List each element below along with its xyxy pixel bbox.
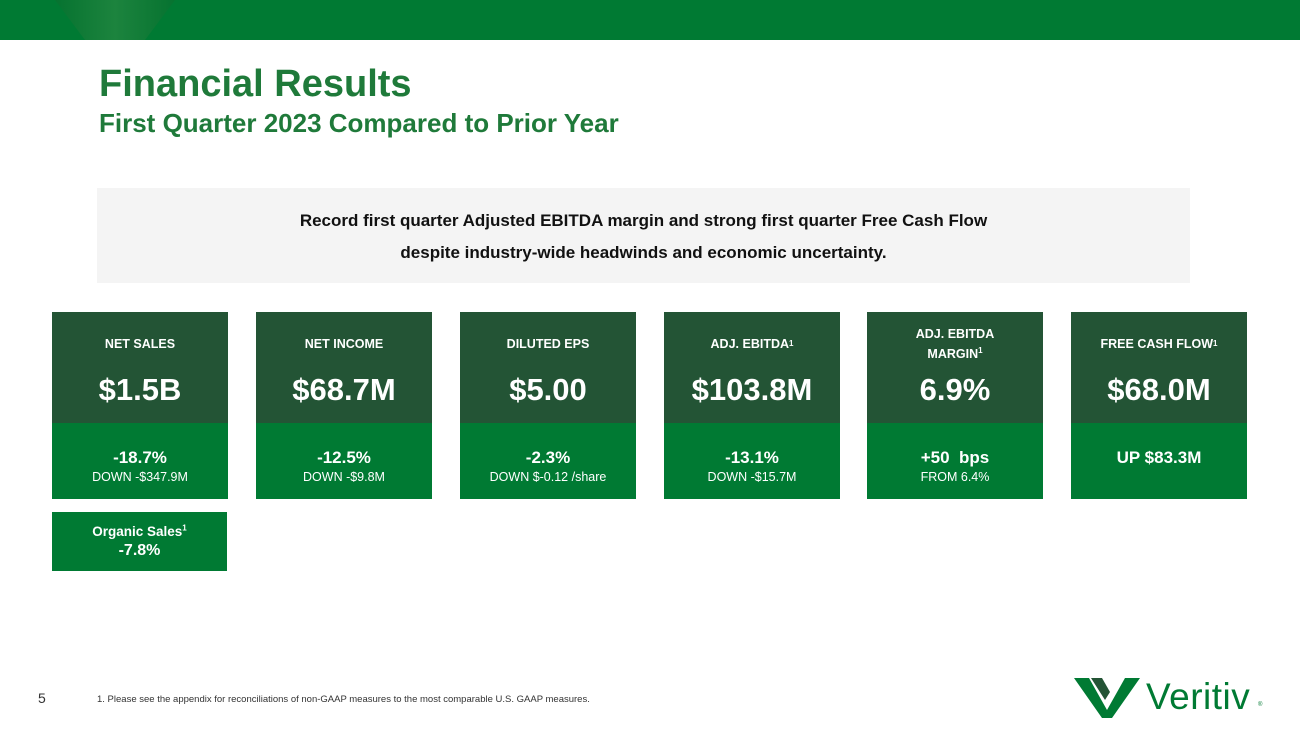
kpi-value: 6.9% xyxy=(919,372,991,407)
kpi-card-net-income: NET INCOME $68.7M -12.5% DOWN -$9.8M xyxy=(256,312,432,499)
organic-sales-value: -7.8% xyxy=(118,542,161,559)
kpi-change-panel: -18.7% DOWN -$347.9M xyxy=(52,423,228,499)
page-title: Financial Results xyxy=(99,63,412,105)
kpi-label: DILUTED EPS xyxy=(460,312,636,376)
kpi-label-line-1: ADJ. EBITDA xyxy=(915,327,995,341)
kpi-label: ADJ. EBITDA 1 xyxy=(664,312,840,376)
kpi-value: $1.5B xyxy=(98,372,182,407)
organic-sales-label: Organic Sales1 xyxy=(52,523,227,541)
kpi-change-panel: -13.1% DOWN -$15.7M xyxy=(664,423,840,499)
banner-accent-shape xyxy=(55,0,175,40)
kpi-value: $103.8M xyxy=(691,372,813,407)
veritiv-chevron-icon xyxy=(1074,678,1140,718)
kpi-card-diluted-eps: DILUTED EPS $5.00 -2.3% DOWN $-0.12 /sha… xyxy=(460,312,636,499)
organic-sales-label-text: Organic Sales xyxy=(92,524,183,539)
kpi-label: FREE CASH FLOW 1 xyxy=(1071,312,1247,376)
footnote-marker: 1 xyxy=(182,523,187,533)
kpi-header: NET INCOME $68.7M xyxy=(256,312,432,423)
kpi-change: UP $83.3M xyxy=(1116,448,1202,467)
kpi-label-line-2: MARGIN xyxy=(927,347,979,361)
kpi-label-text: DILUTED EPS xyxy=(506,337,590,351)
kpi-label-text: ADJ. EBITDA xyxy=(710,337,790,351)
kpi-label-text: NET INCOME xyxy=(304,337,384,351)
kpi-change: -2.3% xyxy=(525,448,571,467)
logo-wordmark: Veritiv xyxy=(1146,676,1251,717)
top-banner xyxy=(0,0,1300,40)
kpi-change: +50 bps xyxy=(920,448,990,467)
kpi-label: NET SALES xyxy=(52,312,228,376)
kpi-card-net-sales: NET SALES $1.5B -18.7% DOWN -$347.9M xyxy=(52,312,228,499)
kpi-label-text: FREE CASH FLOW xyxy=(1100,337,1214,351)
organic-sales-badge: Organic Sales1 -7.8% xyxy=(52,512,227,571)
kpi-header: ADJ. EBITDA MARGIN1 6.9% xyxy=(867,312,1043,423)
kpi-header: NET SALES $1.5B xyxy=(52,312,228,423)
page-subtitle: First Quarter 2023 Compared to Prior Yea… xyxy=(99,108,619,138)
kpi-label-text: ADJ. EBITDA MARGIN1 xyxy=(916,324,994,364)
callout-line-2: despite industry-wide headwinds and econ… xyxy=(400,243,887,262)
kpi-change-panel: +50 bps FROM 6.4% xyxy=(867,423,1043,499)
kpi-detail: DOWN -$9.8M xyxy=(303,470,385,484)
kpi-change: -12.5% xyxy=(317,448,371,467)
footnote-marker: 1 xyxy=(978,345,983,355)
kpi-value: $68.0M xyxy=(1107,372,1211,407)
kpi-header: DILUTED EPS $5.00 xyxy=(460,312,636,423)
kpi-label-text: NET SALES xyxy=(104,337,176,351)
kpi-value: $5.00 xyxy=(509,372,587,407)
kpi-value: $68.7M xyxy=(292,372,396,407)
callout-line-1: Record first quarter Adjusted EBITDA mar… xyxy=(299,211,988,230)
registered-mark: ® xyxy=(1258,702,1263,708)
kpi-change-panel: -12.5% DOWN -$9.8M xyxy=(256,423,432,499)
footnote-text: 1. Please see the appendix for reconcili… xyxy=(97,694,590,705)
kpi-label: ADJ. EBITDA MARGIN1 xyxy=(867,312,1043,376)
kpi-detail: FROM 6.4% xyxy=(920,470,990,484)
kpi-header: FREE CASH FLOW 1 $68.0M xyxy=(1071,312,1247,423)
page-number: 5 xyxy=(38,690,46,706)
kpi-change-panel: UP $83.3M xyxy=(1071,423,1247,499)
kpi-detail: DOWN $-0.12 /share xyxy=(489,470,607,484)
veritiv-logo: Veritiv ® xyxy=(1072,674,1272,720)
kpi-detail: DOWN -$15.7M xyxy=(707,470,797,484)
kpi-change: -13.1% xyxy=(725,448,779,467)
kpi-card-adj-ebitda-margin: ADJ. EBITDA MARGIN1 6.9% +50 bps FROM 6.… xyxy=(867,312,1043,499)
kpi-card-adj-ebitda: ADJ. EBITDA 1 $103.8M -13.1% DOWN -$15.7M xyxy=(664,312,840,499)
kpi-detail: DOWN -$347.9M xyxy=(92,470,188,484)
kpi-change: -18.7% xyxy=(113,448,167,467)
kpi-card-free-cash-flow: FREE CASH FLOW 1 $68.0M UP $83.3M xyxy=(1071,312,1247,499)
highlight-callout: Record first quarter Adjusted EBITDA mar… xyxy=(97,188,1190,283)
kpi-header: ADJ. EBITDA 1 $103.8M xyxy=(664,312,840,423)
kpi-label: NET INCOME xyxy=(256,312,432,376)
kpi-change-panel: -2.3% DOWN $-0.12 /share xyxy=(460,423,636,499)
